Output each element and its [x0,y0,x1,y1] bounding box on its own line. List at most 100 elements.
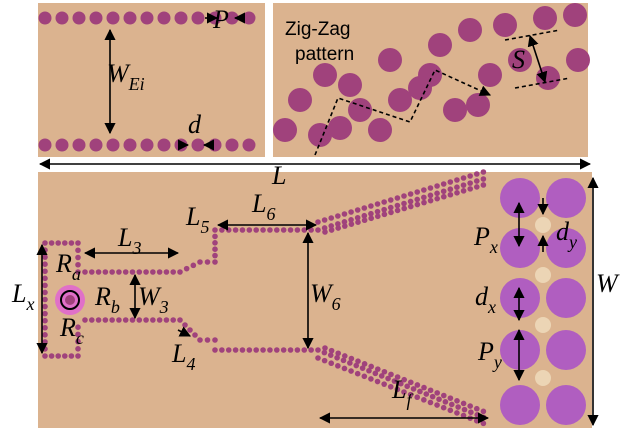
via-small [335,363,341,369]
via-small [434,183,440,189]
via-small [430,394,436,400]
via-small [42,332,48,338]
via-small [197,259,203,265]
via-small [349,221,355,227]
via-small [103,269,109,275]
via-small [355,371,361,377]
via-large [533,6,557,30]
via-small [441,393,447,399]
via-small [42,254,48,260]
via [226,139,239,152]
via-small [335,225,341,231]
via-small [481,182,487,188]
via-small [441,405,447,411]
via-small [414,189,420,195]
via-small [414,197,420,203]
via-small [123,317,129,323]
via-small [281,347,287,353]
via-small [388,197,394,203]
via-small [322,217,328,223]
via-large [493,13,517,37]
via-small [130,317,136,323]
via-large [566,48,590,72]
via-small [96,317,102,323]
via-small [164,317,170,323]
via-small [49,240,55,246]
via-small [274,347,280,353]
via-small [177,269,183,275]
via-small [295,227,301,233]
via-small [467,173,473,179]
via [124,12,137,25]
via-large [443,98,467,122]
via-small [423,391,429,397]
via-small [136,317,142,323]
via-small [421,200,427,206]
via-small [355,207,361,213]
via-small [322,358,328,364]
via-small [434,196,440,202]
via-small [414,394,420,400]
via-small [434,390,440,396]
via-small [467,180,473,186]
via-small [62,353,68,359]
via-small [42,318,48,324]
via-small [315,219,321,225]
via-small [42,247,48,253]
via-column [500,330,540,370]
via-small [233,347,239,353]
via-small [187,327,193,333]
via-small [434,191,440,197]
via-small [253,227,259,233]
via-large [313,63,337,87]
via-small [454,184,460,190]
via-small [348,368,354,374]
via-small [301,227,307,233]
via-small [428,198,434,204]
via [90,139,103,152]
via-small [42,339,48,345]
via-small [281,227,287,233]
via [107,139,120,152]
via-small [164,269,170,275]
via-small [274,227,280,233]
via-small [42,304,48,310]
via-small [467,403,473,409]
via [243,139,256,152]
via-small [157,317,163,323]
via-small [328,360,334,366]
via-small [448,192,454,198]
via-small [308,227,314,233]
via-small [212,227,218,233]
via-small [103,317,109,323]
via-small [474,418,480,424]
via-small [42,346,48,352]
via-small [401,201,407,207]
via-large [273,118,297,142]
via-small [401,193,407,199]
via-small [260,227,266,233]
via-small [428,400,434,406]
via-small [75,255,81,261]
via-small [461,401,467,407]
via-large [563,3,587,27]
via-small [408,204,414,210]
via-column [546,330,586,370]
label-s: S [512,45,525,74]
via-small [182,322,188,328]
via-small [42,283,48,289]
via-small [382,369,388,375]
via-small [454,190,460,196]
via-small [226,347,232,353]
via [56,139,69,152]
via-small [212,246,218,252]
via-small [362,374,368,380]
via [39,12,52,25]
via-small [408,199,414,205]
caption-line-1: Zig-Zag [285,19,350,40]
via-small [247,227,253,233]
via-small [454,398,460,404]
via [192,12,205,25]
via-small [75,240,81,246]
via-small [441,181,447,187]
